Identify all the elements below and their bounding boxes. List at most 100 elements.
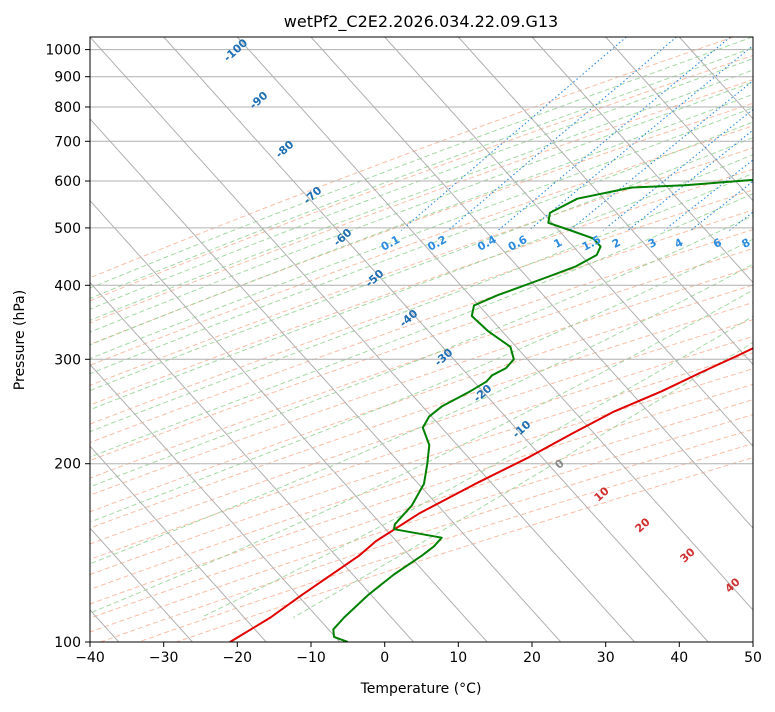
moist-adiabat-line (0, 37, 775, 618)
isotherm-line (753, 37, 775, 642)
moist-adiabat-label: 20 (633, 515, 653, 535)
moist-adiabat-line (0, 37, 775, 618)
mixing-ratio-label: 0.1 (379, 233, 402, 254)
mixing-ratio-line (498, 37, 730, 231)
mixing-ratio-line (603, 37, 775, 231)
x-axis-label: Temperature (°C) (360, 681, 482, 697)
mixing-ratio-label: 10 (759, 234, 775, 253)
dry-adiabat-line (0, 37, 775, 642)
isotherm-label: -50 (363, 267, 387, 290)
y-tick-label: 800 (54, 100, 81, 116)
isotherm-line (0, 37, 266, 642)
mixing-ratio-label: 3 (646, 236, 659, 251)
mixing-ratio-label: 8 (740, 236, 753, 251)
x-tick-label: 10 (449, 650, 467, 666)
plot-frame (90, 37, 753, 642)
dry-adiabat-line (0, 37, 775, 642)
moist-adiabat-line (79, 37, 775, 618)
x-tick-label: −30 (149, 650, 179, 666)
dry-adiabat-line (0, 37, 775, 642)
dry-adiabat-line (0, 37, 775, 642)
isotherm-line (385, 37, 775, 642)
isotherm-label: -30 (432, 346, 456, 369)
dry-adiabat-line (0, 37, 775, 642)
y-tick-label: 1000 (45, 43, 81, 59)
dry-adiabat-line (0, 37, 775, 642)
isotherm-line (0, 37, 193, 642)
y-tick-label: 700 (54, 134, 81, 150)
x-tick-label: 0 (380, 650, 389, 666)
dry-adiabat-line (0, 37, 775, 642)
x-tick-label: 30 (597, 650, 615, 666)
isotherm-line (0, 37, 487, 642)
moist-adiabat-line (0, 37, 775, 618)
dry-adiabat-line (100, 37, 775, 642)
x-tick-label: 50 (744, 650, 762, 666)
dry-adiabat-line (0, 37, 775, 642)
isotherm-label: -40 (397, 307, 421, 330)
mixing-ratio-line (448, 37, 677, 231)
moist-adiabat-line (0, 37, 775, 618)
mixing-ratio-label: 0.6 (506, 233, 530, 254)
moist-adiabat-line (0, 37, 775, 618)
x-tick-label: −10 (296, 650, 326, 666)
dry-adiabat-line (0, 37, 775, 642)
y-tick-label: 600 (54, 174, 81, 190)
moist-adiabat-line (0, 37, 775, 618)
y-tick-label: 200 (54, 457, 81, 473)
moist-adiabat-line (0, 37, 775, 618)
y-tick-label: 400 (54, 278, 81, 294)
chart-title: wetPf2_C2E2.2026.034.22.09.G13 (284, 12, 558, 32)
isotherm-label: -70 (301, 184, 325, 207)
moist-adiabat-line (0, 37, 775, 618)
dry-adiabat-line (0, 37, 775, 642)
y-tick-label: 300 (54, 352, 81, 368)
y-tick-label: 500 (54, 221, 81, 237)
lcl-label: 0 (552, 457, 567, 472)
moist-adiabat-label: 40 (723, 575, 743, 595)
moist-adiabat-line (0, 37, 775, 618)
x-tick-label: −20 (223, 650, 253, 666)
y-axis-label: Pressure (hPa) (12, 290, 28, 390)
dry-adiabat-line (0, 37, 775, 642)
mixing-ratio-line (529, 37, 764, 231)
isotherm-label: -90 (247, 89, 271, 112)
isotherm-line (164, 37, 709, 642)
x-tick-label: 40 (670, 650, 688, 666)
dry-adiabat-line (0, 37, 775, 642)
moist-adiabat-label: 30 (678, 545, 698, 565)
x-tick-label: −40 (75, 650, 105, 666)
dry-adiabat-line (0, 37, 775, 642)
mixing-ratio-label: 2 (610, 236, 623, 251)
dry-adiabat-line (0, 37, 775, 642)
moist-adiabat-line (0, 37, 775, 618)
moist-adiabat-line (0, 37, 775, 618)
isotherm-line (311, 37, 775, 642)
mixing-ratio-label: 0.2 (425, 233, 448, 254)
isotherm-line (90, 37, 635, 642)
dry-adiabat-line (0, 37, 775, 642)
mixing-ratio-line (569, 37, 775, 231)
mixing-ratio-label: 4 (672, 236, 685, 251)
dry-adiabat-line (0, 37, 775, 642)
mixing-ratio-label: 0.4 (475, 233, 499, 254)
dewpoint-profile-line (333, 68, 775, 642)
mixing-ratio-label: 1 (552, 236, 565, 251)
isotherm-label: -10 (510, 418, 534, 441)
x-tick-label: 20 (523, 650, 541, 666)
moist-adiabat-line (0, 37, 775, 618)
mixing-ratio-line (758, 37, 775, 231)
dry-adiabat-line (0, 37, 775, 642)
isotherm-line (0, 37, 414, 642)
dry-adiabat-line (0, 37, 775, 642)
dry-adiabat-line (62, 37, 775, 642)
moist-adiabat-line (0, 37, 775, 618)
isotherm-line (458, 37, 775, 642)
y-tick-label: 900 (54, 70, 81, 86)
y-tick-label: 100 (54, 635, 81, 651)
moist-adiabat-line (0, 37, 775, 618)
isotherm-label: -100 (221, 36, 250, 64)
isotherm-line (16, 37, 561, 642)
